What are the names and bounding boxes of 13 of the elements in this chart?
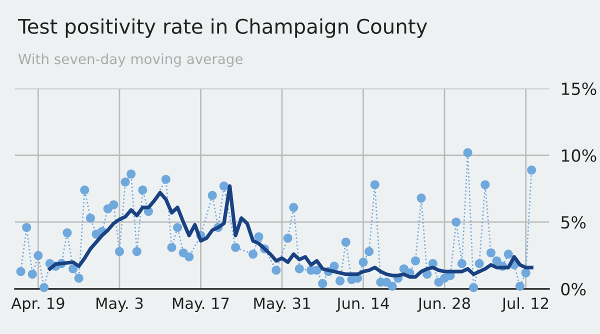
y-tick-label: 10% — [562, 149, 596, 162]
x-tick-label: May. 31 — [254, 298, 310, 312]
chart-subtitle: With seven-day moving average — [18, 53, 243, 67]
x-tick-label: May. 3 — [96, 298, 143, 312]
y-tick-label: 15% — [562, 82, 596, 96]
y-tick-label: 0% — [561, 282, 586, 296]
x-tick-label: Jul. 12 — [501, 297, 548, 312]
chart-title: Test positivity rate in Champaign County — [18, 18, 428, 38]
x-tick-label: May. 17 — [172, 298, 229, 312]
y-tick-label: 5% — [561, 216, 586, 229]
x-tick-label: Jun. 28 — [417, 298, 470, 312]
x-tick-label: Jun. 14 — [336, 298, 389, 312]
x-tick-label: Apr. 19 — [11, 298, 64, 312]
